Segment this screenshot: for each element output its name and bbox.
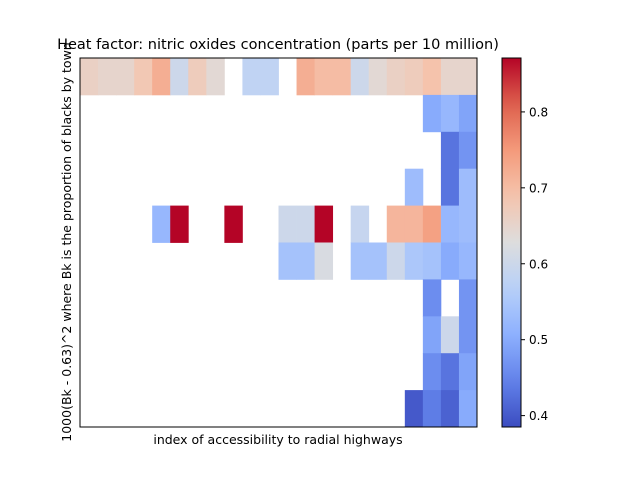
colorbar-ticks: 0.4 0.5 0.6 0.7 0.8 xyxy=(521,105,548,423)
heatmap-cell xyxy=(440,58,460,96)
heatmap-cell xyxy=(422,390,442,428)
plot-frame xyxy=(79,57,478,428)
heatmap-cell xyxy=(404,205,424,243)
colorbar xyxy=(501,57,522,428)
heatmap-cell xyxy=(458,168,478,206)
heatmap-cells xyxy=(80,58,478,428)
heatmap-cell xyxy=(440,390,460,428)
heatmap-cell xyxy=(458,58,478,96)
heatmap-cell xyxy=(296,205,315,243)
chart-title: Heat factor: nitric oxides concentration… xyxy=(57,37,499,53)
colorbar-tick-label: 0.5 xyxy=(529,333,548,347)
heatmap-cell xyxy=(224,205,243,243)
heatmap-cell xyxy=(440,94,460,133)
heatmap-cell xyxy=(386,242,406,280)
heatmap-cell xyxy=(98,58,117,96)
heatmap-cell xyxy=(296,242,315,280)
heatmap-cell xyxy=(458,279,478,317)
heatmap-cell xyxy=(368,242,388,280)
heatmap-cell xyxy=(332,58,352,96)
heatmap-cell xyxy=(458,242,478,280)
y-axis-label: 1000(Bk - 0.63)^2 where Bk is the propor… xyxy=(59,42,74,441)
heatmap-cell xyxy=(350,205,370,243)
heatmap-cell xyxy=(422,279,442,317)
heatmap-cell xyxy=(314,242,334,280)
heatmap-cell xyxy=(458,316,478,354)
heatmap-cell xyxy=(170,205,189,243)
heatmap-cell xyxy=(458,390,478,428)
heatmap-cell xyxy=(458,205,478,243)
heatmap-cell xyxy=(422,316,442,354)
heatmap-cell xyxy=(188,58,207,96)
heatmap-cell xyxy=(314,205,334,243)
heatmap-cell xyxy=(296,58,315,96)
heatmap-cell xyxy=(458,353,478,391)
heatmap-cell xyxy=(368,58,388,96)
heatmap-cell xyxy=(386,205,406,243)
heatmap-cell xyxy=(458,94,478,133)
x-axis-label: index of accessibility to radial highway… xyxy=(153,432,402,447)
heatmap-cell xyxy=(404,242,424,280)
heatmap-cell xyxy=(422,353,442,391)
heatmap-cell xyxy=(260,58,279,96)
heatmap-cell xyxy=(170,58,189,96)
colorbar-tick-label: 0.8 xyxy=(529,105,548,119)
heatmap-cell xyxy=(386,58,406,96)
heatmap-cell xyxy=(404,168,424,206)
heatmap-cell xyxy=(422,58,442,96)
colorbar-tick-label: 0.6 xyxy=(529,257,548,271)
heatmap-cell xyxy=(242,58,261,96)
heatmap-cell xyxy=(422,205,442,243)
heatmap-cell xyxy=(440,168,460,206)
heatmap-cell xyxy=(350,58,370,96)
heatmap-cell xyxy=(80,58,99,96)
heatmap-cell xyxy=(440,131,460,170)
heatmap-cell xyxy=(278,205,297,243)
heatmap-cell xyxy=(116,58,135,96)
heatmap-cell xyxy=(422,94,442,133)
heatmap-cell xyxy=(152,205,171,243)
colorbar-tick-label: 0.4 xyxy=(529,409,548,423)
heatmap-cell xyxy=(350,242,370,280)
heatmap-cell xyxy=(314,58,334,96)
heatmap-cell xyxy=(152,58,171,96)
heatmap-cell xyxy=(404,390,424,428)
heatmap-cell xyxy=(440,205,460,243)
heatmap-cell xyxy=(206,58,225,96)
heatmap-cell xyxy=(458,131,478,170)
heatmap-cell xyxy=(440,353,460,391)
heatmap-cell xyxy=(422,242,442,280)
heatmap-cell xyxy=(134,58,153,96)
heatmap-cell xyxy=(440,242,460,280)
colorbar-tick-label: 0.7 xyxy=(529,181,548,195)
heatmap-cell xyxy=(278,242,297,280)
heatmap-cell xyxy=(440,316,460,354)
heatmap-cell xyxy=(404,58,424,96)
